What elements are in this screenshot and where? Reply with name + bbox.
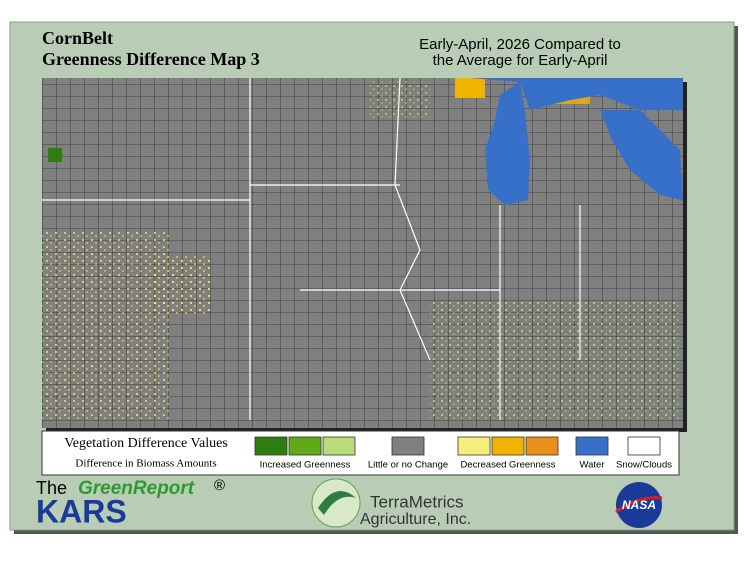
legend-swatch xyxy=(322,436,356,456)
map-increase xyxy=(430,300,680,420)
terrametrics-logo xyxy=(311,478,361,528)
nasa-swoosh xyxy=(615,496,663,514)
terrametrics: TerraMetrics xyxy=(370,492,464,511)
greenreport: GreenReport xyxy=(78,478,195,499)
legend-swatch xyxy=(627,436,661,456)
legend-swatch xyxy=(525,436,559,456)
legend-subtitle: Difference in Biomass Amounts xyxy=(75,458,216,470)
legend-swatch xyxy=(391,436,425,456)
legend-label: Increased Greenness xyxy=(260,460,351,471)
legend-label: Snow/Clouds xyxy=(616,460,672,471)
legend: Vegetation Difference Values Difference … xyxy=(41,430,680,476)
lake-michigan xyxy=(485,82,530,205)
legend-box xyxy=(41,430,680,476)
period: Early-April, 2026 Compared to xyxy=(419,36,621,53)
kars: KARS xyxy=(36,493,127,529)
legend-swatch xyxy=(288,436,322,456)
period: the Average for Early-April xyxy=(433,52,608,69)
legend-swatch xyxy=(491,436,525,456)
legend-label: Water xyxy=(580,460,605,471)
nasa: NASA xyxy=(622,498,656,512)
lake-huron xyxy=(600,110,683,200)
legend-title: Vegetation Difference Values xyxy=(64,436,228,451)
map-decrease xyxy=(455,78,485,98)
state-borders xyxy=(42,77,581,420)
greenreport-prefix: The xyxy=(36,478,67,498)
legend-swatch xyxy=(457,436,491,456)
legend-label: Little or no Change xyxy=(368,460,448,471)
lake-superior xyxy=(470,78,683,110)
legend-swatch xyxy=(575,436,609,456)
terrametrics-leaf xyxy=(318,490,356,515)
map-increase xyxy=(48,148,62,162)
agriculture: Agriculture, Inc. xyxy=(360,511,471,528)
legend-label: Decreased Greenness xyxy=(460,460,555,471)
map-decrease xyxy=(150,255,210,315)
legend-swatch xyxy=(254,436,288,456)
nasa-logo xyxy=(616,482,662,528)
subtitle: Greenness Difference Map 3 xyxy=(42,49,260,69)
registered: ® xyxy=(214,477,225,494)
title: CornBelt xyxy=(42,28,113,48)
